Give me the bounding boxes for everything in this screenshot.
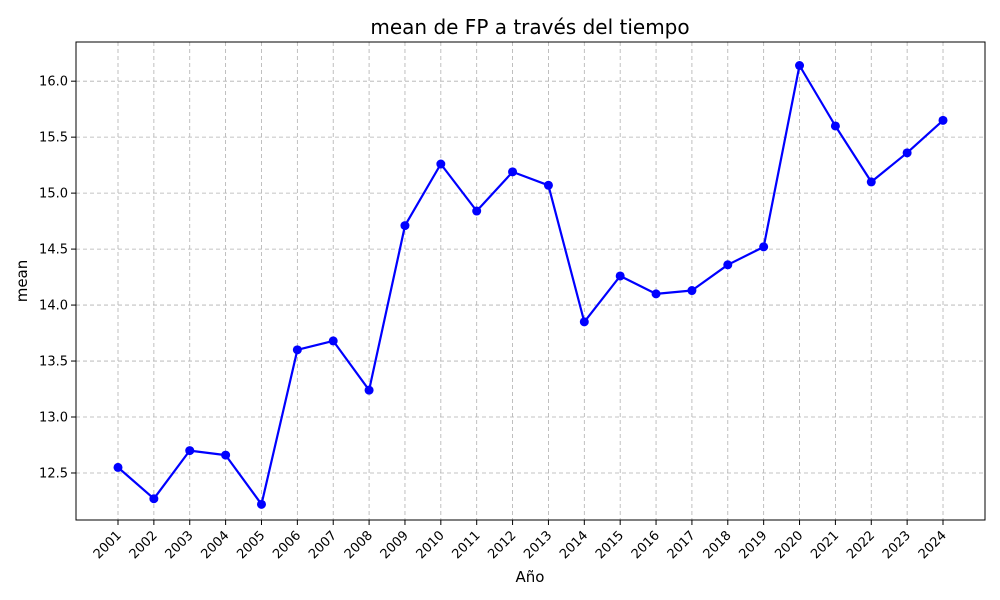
data-point <box>508 167 518 177</box>
y-tick-label: 14.5 <box>39 243 68 258</box>
series-line <box>117 64 944 506</box>
data-point <box>543 180 553 190</box>
data-point <box>830 121 840 131</box>
data-point <box>400 221 410 231</box>
data-point <box>651 289 661 299</box>
data-point <box>759 242 769 252</box>
data-point <box>292 345 302 355</box>
y-tick-label: 15.0 <box>39 187 68 202</box>
data-point <box>328 336 338 346</box>
data-point <box>579 317 589 327</box>
data-point <box>866 177 876 187</box>
data-point <box>615 271 625 281</box>
chart-title: mean de FP a través del tiempo <box>370 15 689 39</box>
y-tick-label: 13.0 <box>39 411 68 426</box>
data-point <box>436 159 446 169</box>
y-tick-label: 15.5 <box>39 131 68 146</box>
data-point <box>364 385 374 395</box>
x-axis-label: Año <box>516 568 545 586</box>
y-tick-label: 12.5 <box>39 466 68 481</box>
data-point <box>221 450 231 460</box>
data-point <box>185 446 195 456</box>
data-point <box>149 494 159 504</box>
y-tick-label: 14.0 <box>39 299 68 314</box>
data-point <box>795 61 805 71</box>
data-point <box>472 206 482 216</box>
y-tick-label: 16.0 <box>39 75 68 90</box>
data-point <box>113 462 123 472</box>
data-point <box>687 286 697 296</box>
series-layer <box>113 61 948 509</box>
y-tick-label: 13.5 <box>39 355 68 370</box>
y-axis-label: mean <box>13 260 31 303</box>
y-axis-ticks: 12.5 13.0 13.5 14.0 14.5 15.0 15.5 16.0 <box>39 75 76 481</box>
data-point <box>256 499 266 509</box>
data-point <box>723 260 733 270</box>
data-point <box>938 115 948 125</box>
grid-lines <box>76 42 985 520</box>
data-point <box>902 148 912 158</box>
plot-frame <box>75 41 986 521</box>
